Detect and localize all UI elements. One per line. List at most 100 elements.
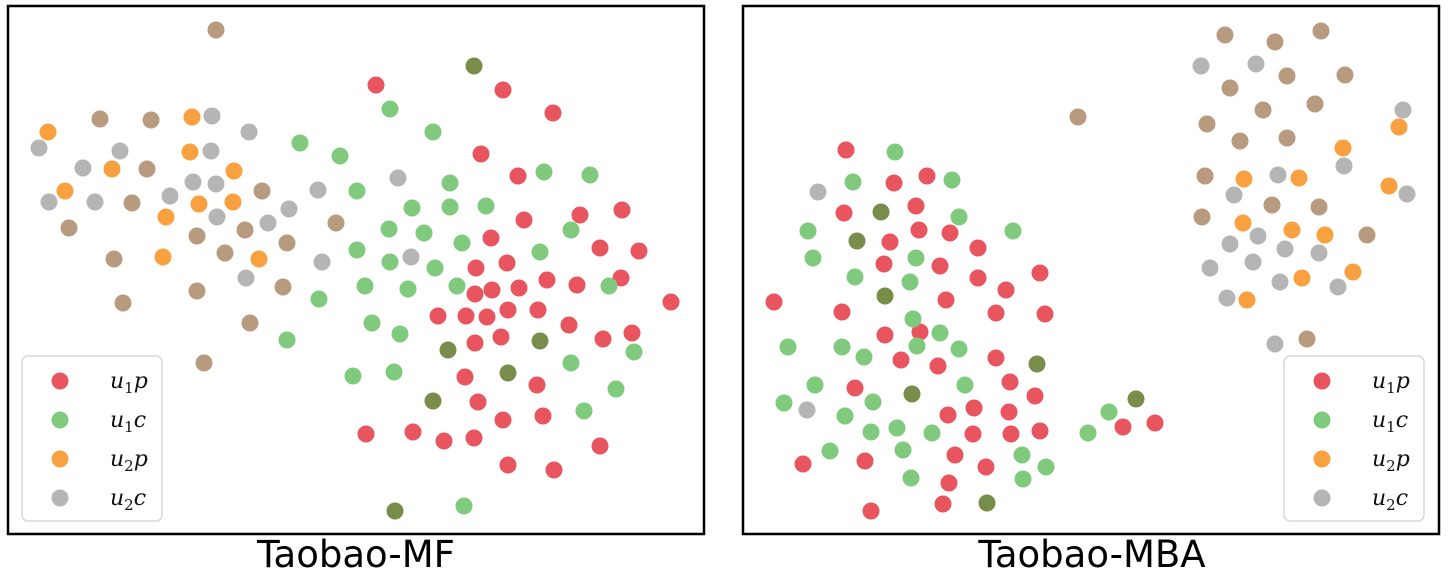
scatter-point-u1c (331, 147, 349, 165)
scatter-point-u2p (181, 143, 199, 161)
scatter-point-u1p (1114, 418, 1132, 436)
scatter-point-u1p (465, 429, 483, 447)
scatter-point-u1p (429, 307, 447, 325)
scatter-point-u1p (856, 452, 874, 470)
scatter-point-u1p (456, 368, 474, 386)
scatter-point-u1p (494, 81, 512, 99)
scatter-point-u1c (278, 331, 296, 349)
scatter-point-u1p (969, 269, 987, 287)
scatter-point-u1c (855, 348, 873, 366)
scatter-point-u1p (1031, 264, 1049, 282)
scatter-point-u2c (202, 142, 220, 160)
scatter-point-brown (1193, 208, 1211, 226)
scatter-point-u2c (1225, 186, 1243, 204)
legend-label-u1c: u1c (110, 408, 146, 436)
scatter-point-u1p (965, 399, 983, 417)
series-u1c (775, 143, 1118, 488)
scatter-point-olive (978, 494, 996, 512)
scatter-point-olive (424, 392, 442, 410)
scatter-point-u1c (356, 277, 374, 295)
scatter-point-u2p (154, 248, 172, 266)
scatter-point-u1c (806, 376, 824, 394)
scatter-point-u1c (894, 441, 912, 459)
scatter-point-u1p (997, 281, 1015, 299)
scatter-point-brown (142, 111, 160, 129)
scatter-point-u1p (357, 425, 375, 443)
legend-label-u1p: u1p (110, 369, 148, 397)
scatter-point-u1c (950, 340, 968, 358)
scatter-point-u1p (612, 269, 630, 287)
scatter-point-u1p (594, 330, 612, 348)
scatter-point-brown (91, 110, 109, 128)
scatter-point-brown (274, 278, 292, 296)
scatter-point-u1c (886, 143, 904, 161)
scatter-point-u1c (535, 163, 553, 181)
scatter-point-u1c (607, 380, 625, 398)
scatter-point-u1c (844, 173, 862, 191)
scatter-point-u1c (441, 198, 459, 216)
scatter-point-u2p (103, 160, 121, 178)
scatter-point-u1c (1013, 446, 1031, 464)
scatter-point-olive (1127, 390, 1145, 408)
scatter-point-u1p (529, 301, 547, 319)
scatter-point-brown (1266, 33, 1284, 51)
scatter-point-u1p (623, 324, 641, 342)
scatter-point-u2c (402, 248, 420, 266)
series-brown (1069, 22, 1376, 348)
scatter-point-brown (253, 182, 271, 200)
series-olive (386, 57, 549, 520)
scatter-point-brown (236, 221, 254, 239)
scatter-point-u1p (469, 393, 487, 411)
scatter-point-u1p (534, 407, 552, 425)
scatter-point-u1c (531, 243, 549, 261)
scatter-point-brown (1069, 108, 1087, 126)
scatter-point-u1p (876, 326, 894, 344)
series-u2c (30, 107, 420, 287)
scatter-point-u1p (885, 174, 903, 192)
scatter-point-u1p (1000, 403, 1018, 421)
scatter-point-u1p (478, 308, 496, 326)
scatter-point-u1p (499, 456, 517, 474)
scatter-point-u1p (482, 229, 500, 247)
scatter-point-brown (114, 294, 132, 312)
scatter-point-u1c (901, 273, 919, 291)
scatter-point-u2p (1290, 169, 1308, 187)
legend-label-u2p: u2p (1372, 447, 1410, 475)
scatter-point-u1c (804, 249, 822, 267)
scatter-point-brown (1198, 115, 1216, 133)
scatter-point-u1p (837, 141, 855, 159)
scatter-point-u1c (779, 338, 797, 356)
scatter-point-brown (278, 234, 296, 252)
scatter-point-u1c (581, 166, 599, 184)
scatter-point-u2p (1344, 263, 1362, 281)
scatter-point-brown (327, 214, 345, 232)
scatter-point-u1c (381, 100, 399, 118)
scatter-point-u1c (902, 469, 920, 487)
scatter-point-brown (1298, 330, 1316, 348)
scatter-point-u2p (1334, 139, 1352, 157)
scatter-point-u2c (1329, 278, 1347, 296)
scatter-point-u2c (1269, 166, 1287, 184)
scatter-point-u1p (545, 461, 563, 479)
scatter-point-u1c (836, 407, 854, 425)
legend-marker-u2p (1313, 450, 1331, 468)
scatter-point-u1c (1079, 424, 1097, 442)
chart-panel-taobao-mba: u1p u1c u2p u2c Taobao-MBA (736, 0, 1448, 582)
scatter-point-u1p (987, 304, 1005, 322)
scatter-point-u1c (391, 325, 409, 343)
scatter-point-brown (188, 227, 206, 245)
scatter-point-brown (1263, 196, 1281, 214)
scatter-point-u2c (1201, 259, 1219, 277)
scatter-point-u2p (190, 195, 208, 213)
scatter-point-u1c (348, 241, 366, 259)
scatter-point-u2p (225, 162, 243, 180)
scatter-point-u1p (591, 437, 609, 455)
scatter-point-olive (499, 364, 517, 382)
scatter-point-u1c (799, 222, 817, 240)
scatter-point-u1p (931, 257, 949, 275)
scatter-point-u1c (380, 220, 398, 238)
scatter-point-u2p (1316, 226, 1334, 244)
scatter-point-u1c (310, 290, 328, 308)
scatter-point-u1p (544, 104, 562, 122)
scatter-point-u1c (956, 376, 974, 394)
